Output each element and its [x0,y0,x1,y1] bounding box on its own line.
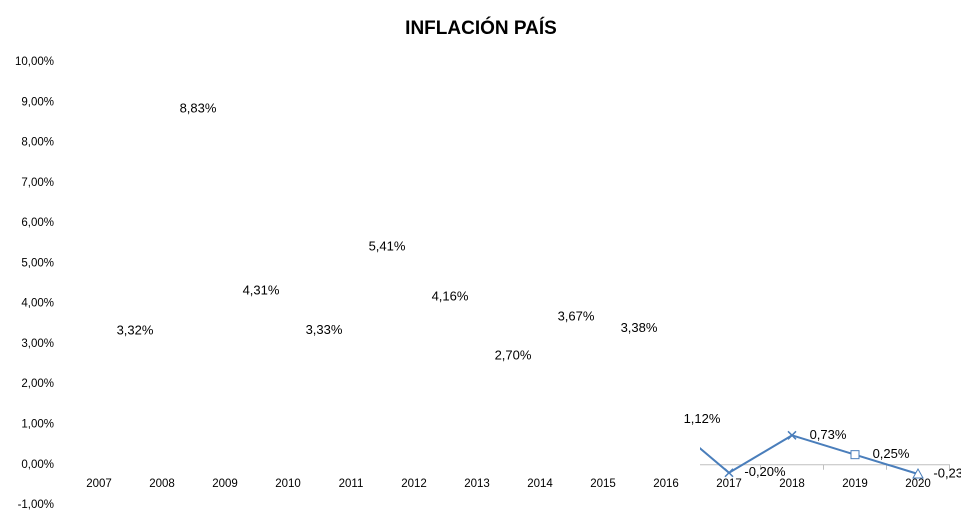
x-tick-label: 2020 [905,478,931,490]
x-tick-label: 2017 [716,478,742,490]
x-tick-label: 2015 [590,478,616,490]
marker [599,325,607,333]
marker [95,327,103,335]
y-tick-label: 4,00% [21,298,54,310]
x-tick-label: 2019 [842,478,868,490]
data-label: 0,73% [810,427,847,442]
y-tick-label: 0,00% [21,459,54,471]
marker [473,352,481,360]
data-label: 3,38% [621,320,658,335]
data-label: 3,33% [306,322,343,337]
y-tick-label: 9,00% [21,96,54,108]
x-tick-label: 2010 [275,478,301,490]
data-label: 2,70% [495,347,532,362]
x-tick-label: 2009 [212,478,238,490]
data-label: 3,67% [558,308,595,323]
data-label: 0,25% [873,446,910,461]
marker [724,468,734,478]
data-label: 3,32% [117,322,154,337]
marker [221,287,229,295]
x-tick-label: 2008 [149,478,175,490]
x-tick-label: 2013 [464,478,490,490]
x-tick-label: 2012 [401,478,427,490]
x-tick-label: 2014 [527,478,553,490]
x-tick-label: 2018 [779,478,805,490]
data-label: 4,16% [432,289,469,304]
x-tick-label: 2011 [339,478,364,490]
data-label: 4,31% [243,283,280,298]
y-tick-label: 8,00% [21,137,54,149]
data-label: 5,41% [369,238,406,253]
y-tick-label: 1,00% [21,418,54,430]
data-label: -0,20% [744,464,786,479]
data-label: 8,83% [180,101,217,116]
chart-title: INFLACIÓN PAÍS [405,17,557,39]
y-tick-label: 5,00% [21,257,54,269]
marker [787,430,797,440]
x-tick-label: 2016 [653,478,679,490]
y-tick-label: 6,00% [21,217,54,229]
marker [157,104,167,113]
marker [347,243,355,251]
line [700,434,919,475]
marker [409,292,419,301]
y-tick-label: 7,00% [21,177,54,189]
x-tick-label: 2007 [86,478,112,490]
y-tick-label: 2,00% [21,378,54,390]
marker [661,415,671,424]
y-tick-label: -1,00% [18,499,54,511]
marker [850,450,860,460]
data-label: 1,12% [684,411,721,426]
marker [536,313,544,321]
marker [284,327,292,335]
marker [912,467,924,479]
y-tick-label: 3,00% [21,338,54,350]
plot-clip [95,104,950,479]
data-label: -0,23% [933,465,961,480]
y-tick-label: 10,00% [15,56,54,68]
